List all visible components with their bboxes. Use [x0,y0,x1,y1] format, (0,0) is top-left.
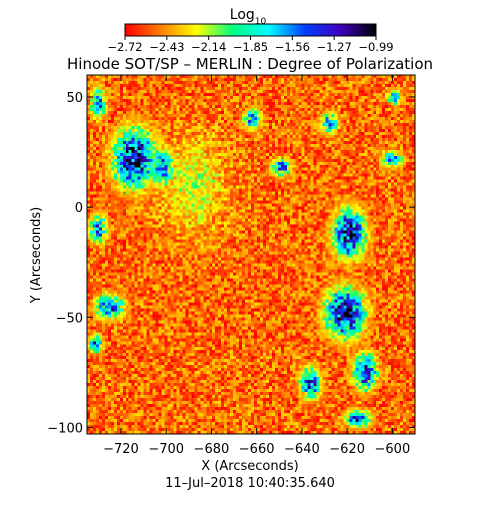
x-axis-label: X (Arcseconds) [201,459,298,474]
colorbar-label-sub: 10 [255,17,267,27]
x-tick-label: −700 [148,442,184,457]
plot-area: −720 −700 −680 −660 −640 −620 −600 50 0 −50 −100 [47,74,416,457]
colorbar-tick-label: −1.85 [233,40,268,54]
colorbar-label-main: Log [230,7,255,23]
x-tick-label: −720 [103,442,139,457]
colorbar-gradient [125,24,376,36]
y-axis-ticks: 50 0 −50 −100 [47,91,415,436]
x-tick-label: −640 [284,442,320,457]
timestamp: 11–Jul–2018 10:40:35.640 [165,476,335,491]
y-tick-label: 0 [75,201,83,216]
colorbar: Log10 −2.72 −2.43 −2.14 −1.85 −1.56 −1.27 −0.9… [107,7,393,54]
y-tick-label: 50 [66,91,83,106]
x-tick-label: −620 [329,442,365,457]
x-tick-label: −660 [239,442,275,457]
chart-title: Hinode SOT/SP – MERLIN : Degree of Polar… [67,55,433,73]
colorbar-tick-label: −1.27 [317,40,352,54]
y-tick-label: −100 [47,421,83,436]
colorbar-tick-label: −2.43 [149,40,184,54]
x-tick-label: −600 [375,442,411,457]
x-tick-label: −680 [194,442,230,457]
colorbar-ticks: −2.72 −2.43 −2.14 −1.85 −1.56 −1.27 −0.99 [107,36,394,54]
colorbar-tick-label: −2.72 [107,40,142,54]
y-axis-label: Y (Arcseconds) [29,207,44,304]
plot-frame [86,74,416,435]
colorbar-tick-label: −2.14 [191,40,226,54]
y-tick-label: −50 [56,311,83,326]
colorbar-label: Log10 [230,7,267,27]
heatmap-image [87,75,415,434]
x-axis-ticks: −720 −700 −680 −660 −640 −620 −600 [103,75,410,457]
colorbar-tick-label: −0.99 [358,40,393,54]
colorbar-tick-label: −1.56 [275,40,310,54]
